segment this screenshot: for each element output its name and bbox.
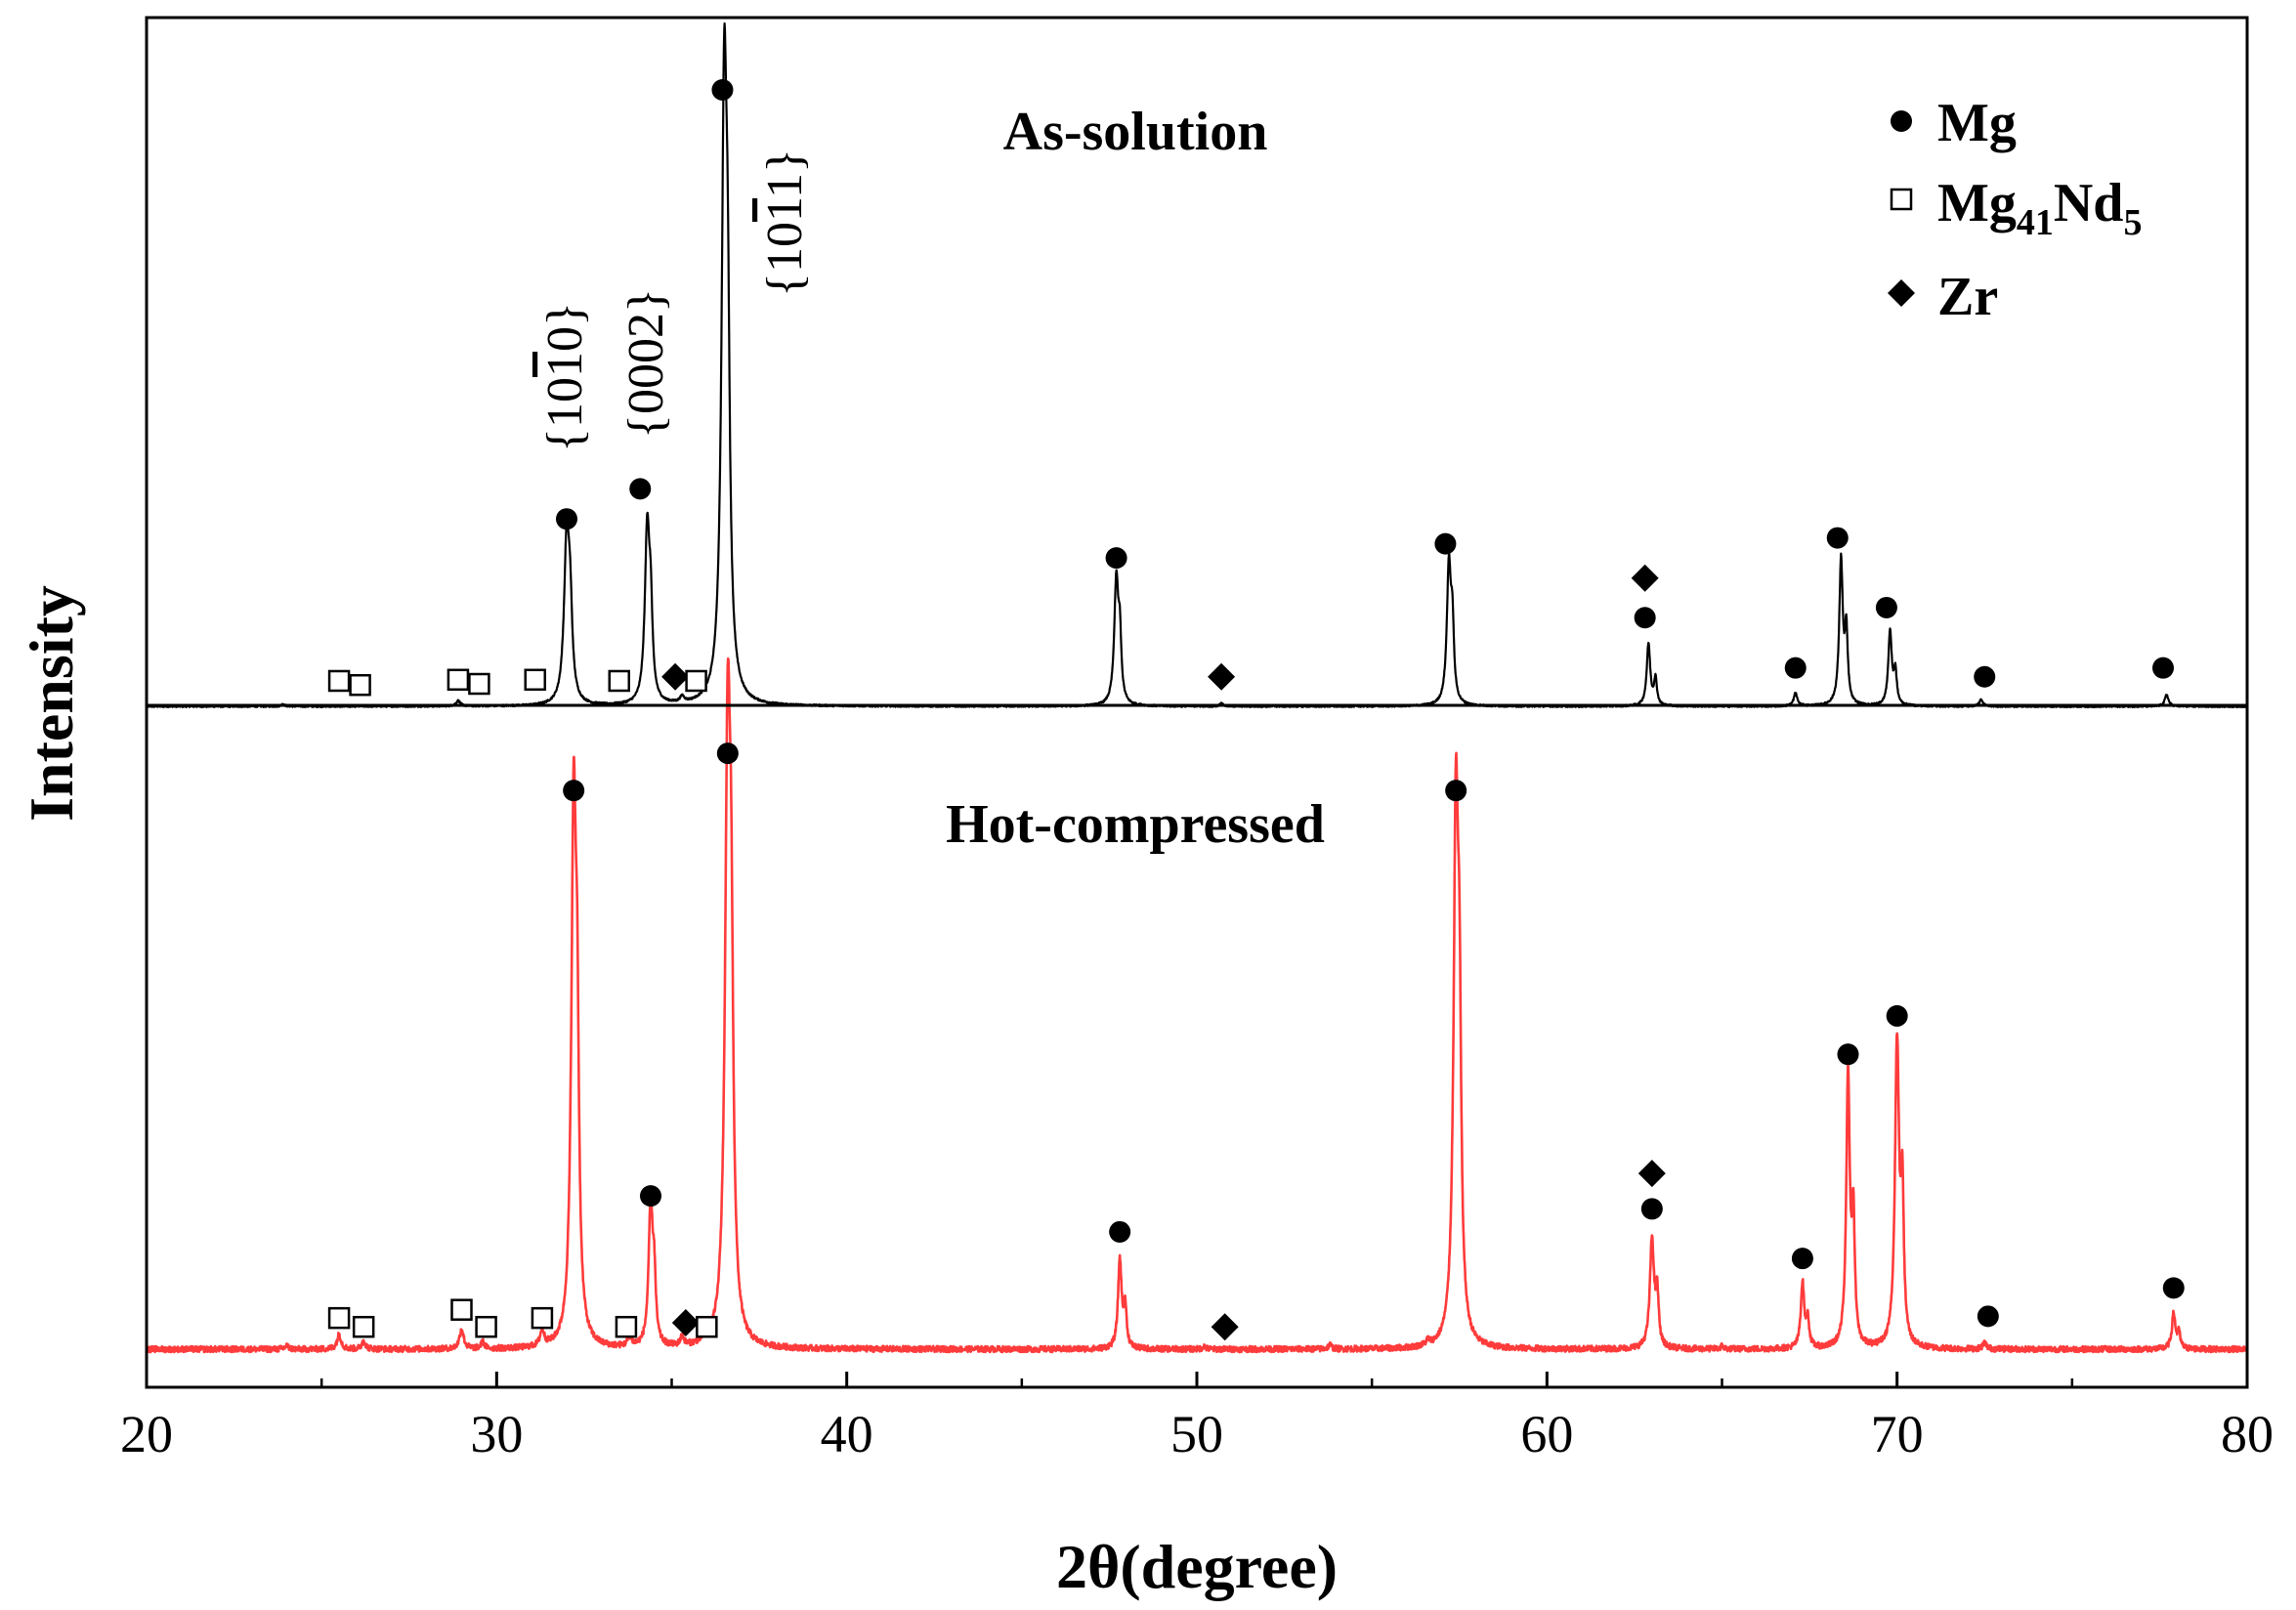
marker-mg-circle: [1826, 527, 1849, 549]
x-axis-label: 2θ(degree): [1056, 1532, 1338, 1601]
x-tick-label: 60: [1520, 1405, 1573, 1463]
legend-label-zr: Zr: [1937, 267, 1998, 327]
marker-mg-circle: [1977, 1305, 1999, 1328]
marker-mg-circle: [1886, 1004, 1908, 1027]
marker-zr-diamond: [661, 662, 690, 691]
marker-mg-circle: [1974, 665, 1996, 688]
marker-mg41nd5-square: [327, 1306, 351, 1330]
marker-mg-circle: [716, 742, 739, 765]
legend-square-marker: [1890, 188, 1913, 211]
panel-title-as-solution: As-solution: [1003, 102, 1268, 162]
marker-mg41nd5-square: [524, 668, 546, 692]
legend-circle-marker: [1891, 110, 1912, 132]
svg-text:{1010}: {1010}: [537, 302, 593, 452]
x-tick-label: 80: [2221, 1405, 2274, 1463]
x-tick-label: 40: [821, 1405, 873, 1463]
marker-mg41nd5-square: [608, 669, 630, 693]
marker-mg41nd5-square: [531, 1306, 554, 1330]
marker-zr-diamond: [1637, 1160, 1666, 1188]
marker-mg-circle: [1109, 1220, 1131, 1243]
marker-mg-circle: [563, 780, 585, 802]
marker-mg41nd5-square: [450, 1298, 473, 1321]
marker-mg-circle: [1784, 657, 1807, 679]
peak-label-0002: {0002}: [618, 288, 674, 439]
marker-mg41nd5-square: [685, 669, 707, 693]
marker-mg41nd5-square: [327, 669, 351, 693]
x-tick-label: 30: [470, 1405, 523, 1463]
marker-mg-circle: [1434, 532, 1457, 555]
marker-mg-circle: [556, 508, 577, 530]
marker-mg-circle: [1640, 1198, 1663, 1220]
marker-mg41nd5-square: [696, 1315, 718, 1338]
marker-mg41nd5-square: [468, 672, 490, 696]
y-axis-label: Intensity: [17, 585, 86, 822]
marker-mg-circle: [1837, 1043, 1859, 1066]
marker-mg41nd5-square: [446, 668, 470, 692]
marker-zr-diamond: [1211, 1313, 1239, 1341]
legend-diamond-marker: [1888, 279, 1915, 307]
legend: Mg Mg41Nd5 Zr: [1888, 93, 2142, 327]
series-line-hot-compressed: [145, 657, 2248, 1354]
legend-label-mg41nd5: Mg41Nd5: [1937, 173, 2142, 243]
marker-mg41nd5-square: [475, 1315, 497, 1338]
marker-mg-circle: [2152, 657, 2174, 679]
marker-mg-circle: [640, 1185, 661, 1208]
svg-text:{1011}: {1011}: [757, 148, 813, 297]
marker-mg-circle: [1634, 607, 1656, 629]
marker-mg-circle: [1875, 596, 1897, 618]
marker-mg-circle: [1105, 547, 1127, 570]
marker-mg41nd5-square: [615, 1315, 638, 1338]
x-tick-label: 50: [1170, 1405, 1223, 1463]
x-tick-label: 20: [120, 1405, 173, 1463]
legend-label-mg: Mg: [1937, 93, 2017, 153]
marker-zr-diamond: [1631, 564, 1659, 592]
marker-mg-circle: [711, 78, 734, 101]
marker-zr-diamond: [671, 1308, 700, 1336]
marker-mg-circle: [629, 478, 652, 500]
marker-mg41nd5-square: [352, 1315, 375, 1338]
marker-mg-circle: [2162, 1277, 2185, 1299]
marker-mg-circle: [1791, 1248, 1813, 1270]
panel-title-hot-compressed: Hot-compressed: [946, 794, 1325, 855]
x-tick-label: 70: [1871, 1405, 1924, 1463]
peak-label-1010: {1010}: [537, 302, 593, 452]
marker-layer: [327, 78, 2185, 1341]
marker-mg41nd5-square: [349, 673, 371, 697]
marker-mg-circle: [1445, 780, 1467, 802]
peak-label-1011: {1011}: [757, 148, 813, 297]
svg-text:{0002}: {0002}: [618, 288, 674, 439]
marker-zr-diamond: [1208, 662, 1236, 691]
axis-layer: 20 30 40 50 60 70 80: [120, 1372, 2274, 1463]
